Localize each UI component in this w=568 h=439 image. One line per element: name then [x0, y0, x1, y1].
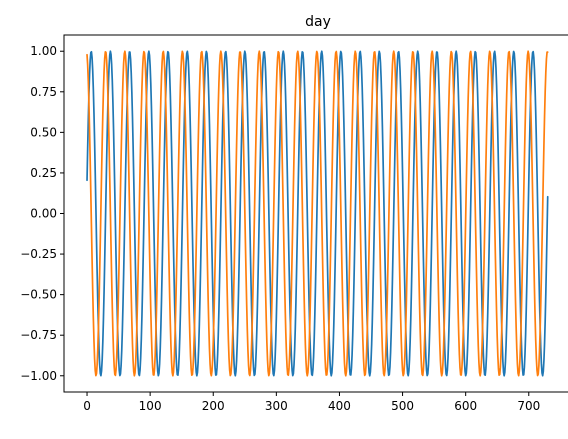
- chart-title: day: [305, 14, 331, 30]
- y-tick-label: 1.00: [30, 44, 57, 58]
- x-tick-label: 100: [139, 399, 162, 413]
- y-tick-label: 0.75: [30, 85, 57, 99]
- y-tick-label: −0.50: [20, 288, 57, 302]
- x-tick-label: 300: [265, 399, 288, 413]
- y-tick-label: 0.50: [30, 125, 57, 139]
- y-tick-label: −0.25: [20, 247, 57, 261]
- y-tick-label: 0.00: [30, 207, 57, 221]
- y-tick-label: 0.25: [30, 166, 57, 180]
- plot-area-frame: [63, 34, 568, 393]
- x-tick-label: 700: [517, 399, 540, 413]
- series-line-blue: [86, 50, 549, 377]
- series-line-orange: [86, 50, 549, 377]
- x-tick-label: 0: [83, 399, 91, 413]
- series-layer: [86, 50, 549, 377]
- y-tick-label: −1.00: [20, 369, 57, 383]
- y-axis: −1.00 −0.75 −0.50 −0.25 0.00 0.25 0.50 0.75 1.00: [20, 44, 64, 383]
- x-tick-label: 500: [391, 399, 414, 413]
- x-axis: 0 100 200 300 400 500 600 700: [83, 392, 540, 413]
- x-tick-label: 600: [454, 399, 477, 413]
- x-tick-label: 200: [202, 399, 225, 413]
- y-tick-label: −0.75: [20, 328, 57, 342]
- x-tick-label: 400: [328, 399, 351, 413]
